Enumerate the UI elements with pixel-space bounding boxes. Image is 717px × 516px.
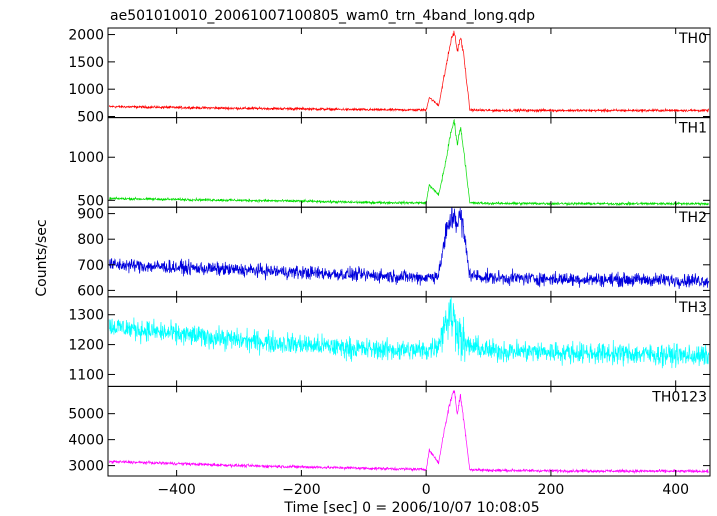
y-tick-label: 1000 [68,82,104,98]
y-tick-label: 900 [77,207,104,223]
panel-th1: TH1 500 1000 [68,117,711,209]
y-tick-label: 1200 [68,338,104,354]
panel-th0123: TH0123 3000 4000 5000 [68,385,711,477]
panel-th0: TH0 500 1000 1500 2000 [68,27,711,126]
panel-label: TH2 [678,210,707,226]
y-tick-label: 4000 [68,433,104,449]
panel-th2: TH2 600 700 800 900 [77,207,711,299]
series-line-th0123 [108,390,709,475]
y-tick-label: 5000 [68,407,104,423]
x-axis: −400 −200 0 200 400 [157,482,689,498]
panel-label: TH1 [678,121,707,137]
y-tick-label: 800 [77,232,104,248]
y-tick-label: 700 [77,258,104,274]
y-tick-label: 1100 [68,367,104,383]
panel-th3: TH3 1100 1200 1300 [68,296,711,387]
y-axis-label: Counts/sec [34,219,50,296]
series-line-th0 [108,30,710,114]
series-line-th1 [108,118,710,207]
x-tick-label: −400 [157,482,195,498]
chart-title: ae501010010_20061007100805_wam0_trn_4ban… [110,8,535,24]
x-tick-label: 400 [662,482,689,498]
x-tick-label: 0 [422,482,431,498]
x-axis-label: Time [sec] 0 = 2006/10/07 10:08:05 [283,500,539,516]
series-line-th3 [108,297,710,369]
panel-frame [107,117,711,208]
x-tick-label: 200 [538,482,565,498]
y-tick-label: 500 [77,193,104,209]
y-tick-label: 600 [77,283,104,299]
panels-group: TH0 500 1000 1500 2000 TH1 500 1000 TH2 600 700 800… [68,27,711,477]
y-tick-label: 500 [77,110,104,126]
series-line-th2 [109,207,710,289]
y-tick-label: 3000 [68,459,104,475]
panel-label: TH0123 [651,389,707,405]
panel-frame [107,296,711,387]
y-tick-label: 1500 [68,55,104,71]
y-tick-label: 1300 [68,308,104,324]
y-tick-label: 2000 [68,28,104,44]
panel-frame [107,27,711,119]
x-tick-label: −200 [282,482,320,498]
y-tick-label: 1000 [68,150,104,166]
panel-label: TH0 [678,31,707,47]
panel-label: TH3 [678,300,707,316]
panel-frame [107,385,711,477]
